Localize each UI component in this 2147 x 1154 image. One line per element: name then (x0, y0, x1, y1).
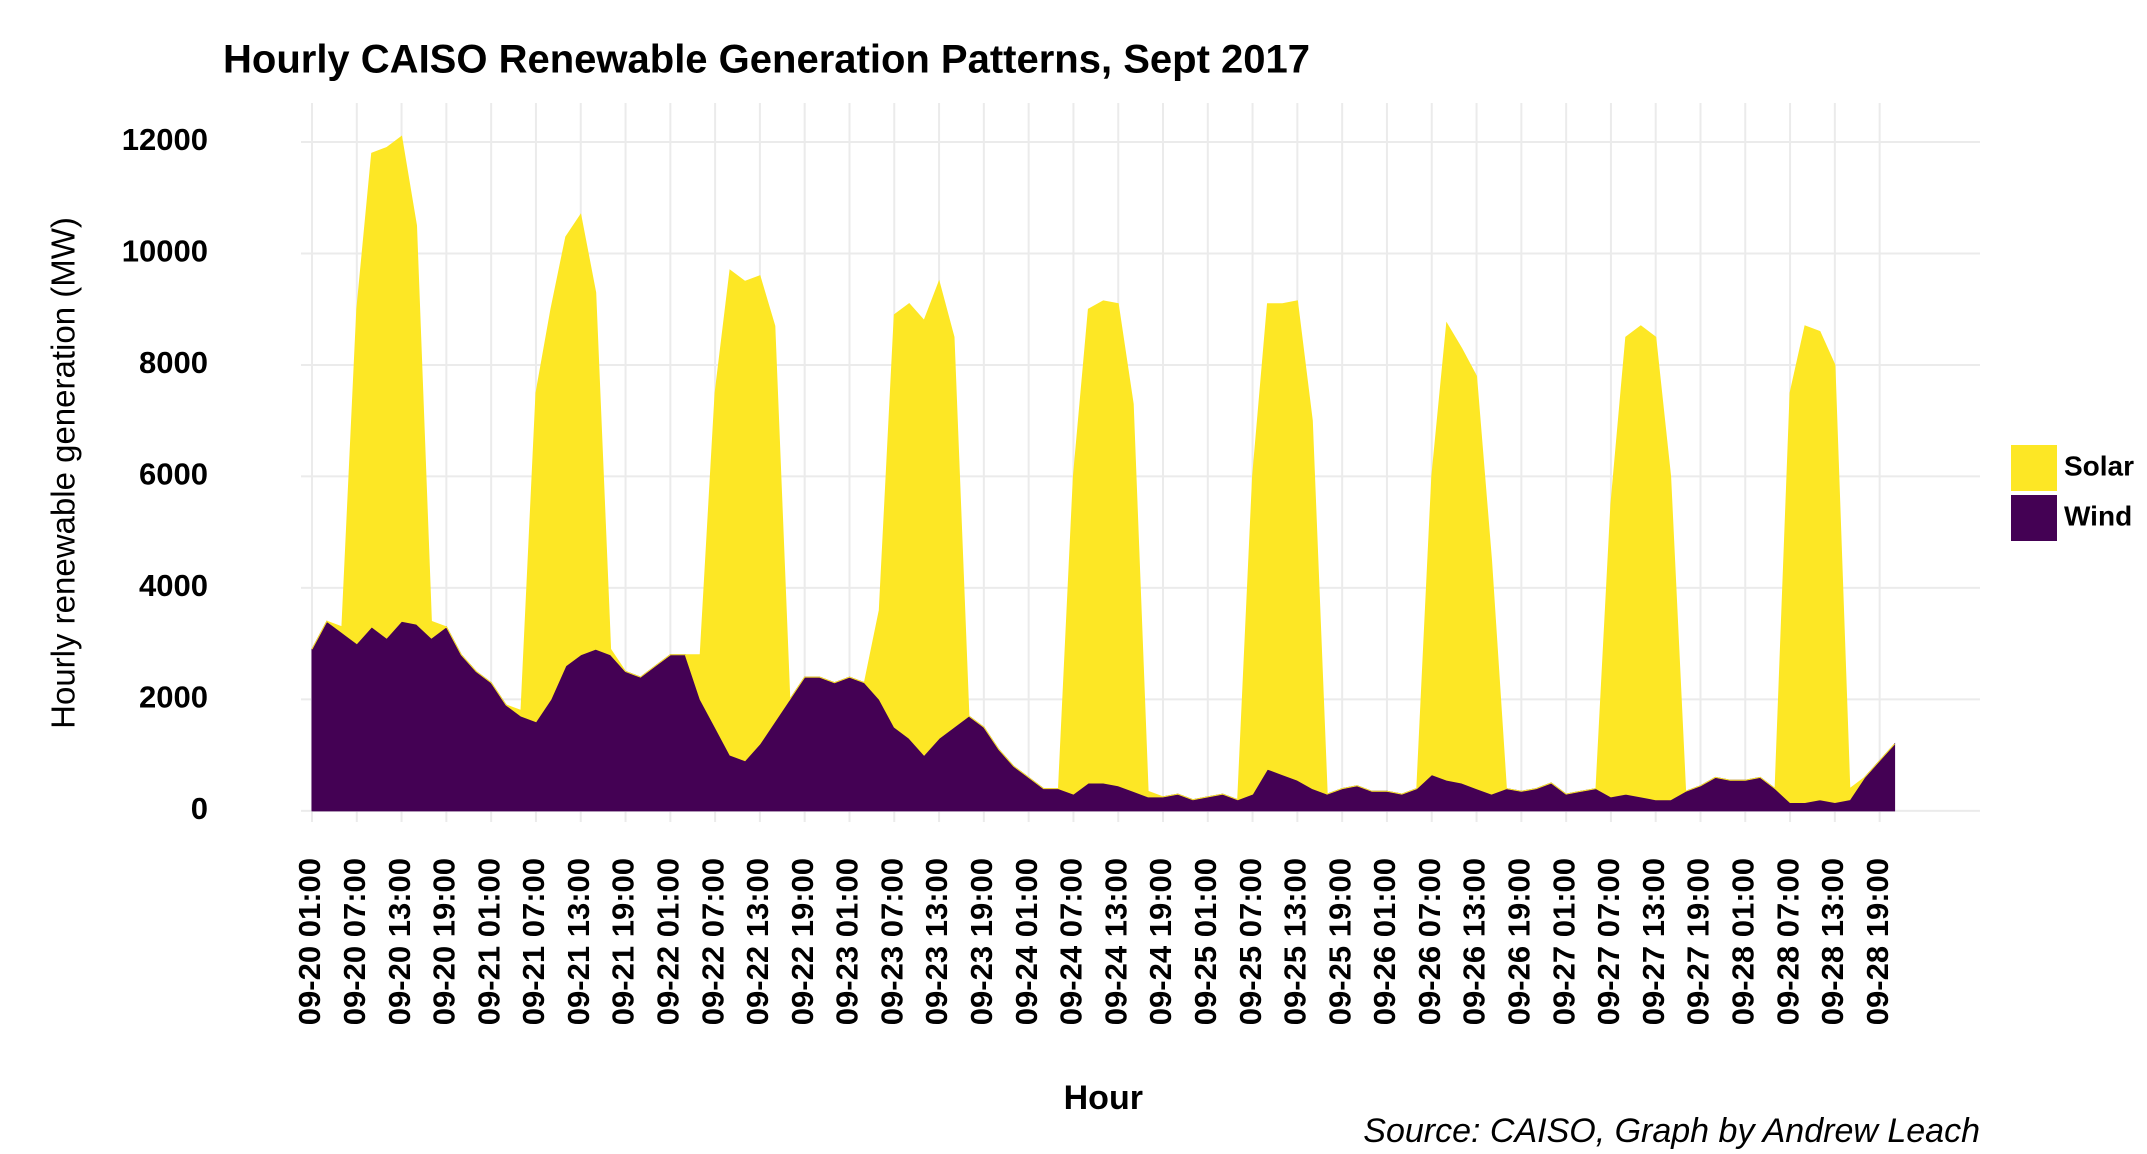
x-tick-label: 09-27 13:00 (1636, 858, 1671, 1025)
legend-label: Solar (2064, 450, 2134, 481)
x-tick-label: 09-20 13:00 (382, 858, 417, 1025)
y-tick-label: 6000 (139, 457, 208, 492)
x-tick-label: 09-27 19:00 (1681, 858, 1716, 1025)
x-tick-label: 09-26 01:00 (1367, 858, 1402, 1025)
x-tick-label: 09-22 01:00 (651, 858, 686, 1025)
x-tick-label: 09-28 13:00 (1815, 858, 1850, 1025)
x-tick-label: 09-23 07:00 (874, 858, 909, 1025)
x-tick-label: 09-24 01:00 (1009, 858, 1044, 1025)
x-tick-label: 09-28 01:00 (1725, 858, 1760, 1025)
x-tick-label: 09-22 07:00 (695, 858, 730, 1025)
x-tick-label: 09-24 13:00 (1098, 858, 1133, 1025)
x-tick-label: 09-28 07:00 (1770, 858, 1805, 1025)
x-tick-label: 09-28 19:00 (1860, 858, 1895, 1025)
y-tick-label: 12000 (122, 122, 208, 157)
x-tick-label: 09-21 01:00 (471, 858, 506, 1025)
x-tick-label: 09-22 13:00 (740, 858, 775, 1025)
y-axis-title: Hourly renewable generation (MW) (45, 217, 82, 729)
legend-key (2011, 445, 2057, 491)
x-tick-label: 09-20 19:00 (427, 858, 462, 1025)
x-tick-label: 09-25 19:00 (1322, 858, 1357, 1025)
x-tick-label: 09-24 19:00 (1143, 858, 1178, 1025)
x-tick-label: 09-25 07:00 (1233, 858, 1268, 1025)
chart-title: Hourly CAISO Renewable Generation Patter… (223, 38, 1310, 82)
x-tick-label: 09-20 01:00 (292, 858, 327, 1025)
x-tick-label: 09-25 13:00 (1278, 858, 1313, 1025)
y-tick-label: 0 (191, 791, 208, 826)
y-tick-label: 8000 (139, 345, 208, 380)
x-tick-label: 09-26 19:00 (1502, 858, 1537, 1025)
y-tick-label: 10000 (122, 234, 208, 269)
x-tick-label: 09-22 19:00 (785, 858, 820, 1025)
legend-key (2011, 495, 2057, 541)
x-tick-label: 09-21 07:00 (516, 858, 551, 1025)
x-tick-label: 09-21 19:00 (606, 858, 641, 1025)
area (311, 135, 1895, 804)
y-tick-label: 4000 (139, 568, 208, 603)
caption: Source: CAISO, Graph by Andrew Leach (1363, 1112, 1980, 1150)
x-tick-label: 09-26 13:00 (1457, 858, 1492, 1025)
x-tick-label: 09-27 07:00 (1591, 858, 1626, 1025)
x-tick-label: 09-26 07:00 (1412, 858, 1447, 1025)
x-tick-label: 09-21 13:00 (561, 858, 596, 1025)
x-tick-label: 09-27 01:00 (1546, 858, 1581, 1025)
x-tick-label: 09-24 07:00 (1054, 858, 1089, 1025)
x-tick-label: 09-25 01:00 (1188, 858, 1223, 1025)
x-tick-label: 09-23 19:00 (964, 858, 999, 1025)
x-tick-label: 09-20 07:00 (337, 858, 372, 1025)
x-tick-label: 09-23 01:00 (830, 858, 865, 1025)
legend-label: Wind (2064, 500, 2132, 531)
x-tick-label: 09-23 13:00 (919, 858, 954, 1025)
x-axis-title: Hour (1064, 1079, 1143, 1117)
y-tick-label: 2000 (139, 680, 208, 715)
